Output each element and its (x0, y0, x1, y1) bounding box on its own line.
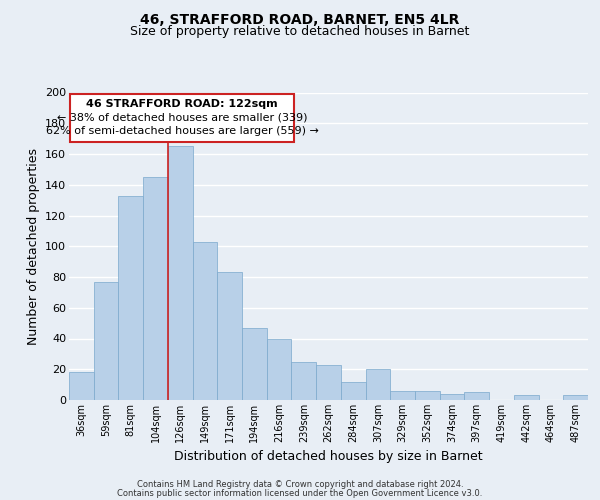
Bar (94, 282, 118, 400)
Bar (69, 372, 94, 400)
Bar (464, 392, 489, 400)
Text: Contains public sector information licensed under the Open Government Licence v3: Contains public sector information licen… (118, 488, 482, 498)
Text: Contains HM Land Registry data © Crown copyright and database right 2024.: Contains HM Land Registry data © Crown c… (137, 480, 463, 489)
Bar (440, 394, 464, 400)
Bar (193, 242, 217, 400)
Bar (217, 272, 242, 400)
Bar (514, 396, 539, 400)
Bar (242, 328, 267, 400)
Bar (365, 369, 390, 400)
Bar (143, 177, 168, 400)
Y-axis label: Number of detached properties: Number of detached properties (26, 148, 40, 345)
Bar (390, 391, 415, 400)
X-axis label: Distribution of detached houses by size in Barnet: Distribution of detached houses by size … (174, 450, 483, 464)
Bar (168, 146, 193, 400)
Text: 46, STRAFFORD ROAD, BARNET, EN5 4LR: 46, STRAFFORD ROAD, BARNET, EN5 4LR (140, 12, 460, 26)
Bar (563, 396, 588, 400)
Bar (267, 338, 292, 400)
Text: 62% of semi-detached houses are larger (559) →: 62% of semi-detached houses are larger (… (46, 126, 319, 136)
Text: Size of property relative to detached houses in Barnet: Size of property relative to detached ho… (130, 25, 470, 38)
Bar (316, 364, 341, 400)
Bar (341, 382, 365, 400)
FancyBboxPatch shape (70, 94, 294, 142)
Bar (292, 362, 316, 400)
Bar (118, 196, 143, 400)
Text: 46 STRAFFORD ROAD: 122sqm: 46 STRAFFORD ROAD: 122sqm (86, 98, 278, 108)
Text: ← 38% of detached houses are smaller (339): ← 38% of detached houses are smaller (33… (57, 112, 307, 122)
Bar (415, 391, 440, 400)
